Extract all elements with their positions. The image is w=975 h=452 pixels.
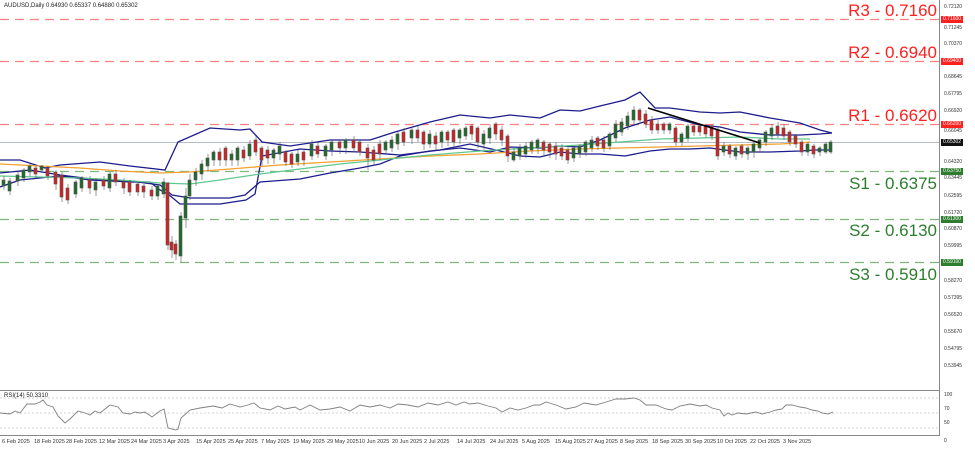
rsi-line	[0, 397, 834, 431]
rsi-title: RSI(14) 50.3310	[4, 393, 49, 399]
date-tick: 15 Apr 2025	[196, 439, 226, 445]
date-tick: 18 Feb 2025	[34, 439, 65, 445]
level-lines	[0, 18, 939, 264]
price-tick: 0.59995	[944, 243, 963, 249]
price-tick: 0.56520	[944, 312, 963, 318]
date-tick: 24 Jul 2025	[490, 439, 519, 445]
price-tick: 0.61720	[944, 210, 963, 216]
date-tick: 2 Jul 2025	[424, 439, 450, 445]
r1-label: R1 - 0.6620	[848, 106, 937, 125]
price-tick: 0.70370	[944, 41, 963, 47]
date-tick: 7 May 2025	[261, 439, 290, 445]
date-tick: 28 Feb 2025	[66, 439, 97, 445]
candles-sep-nov	[577, 106, 833, 160]
price-tick: 0.60870	[944, 226, 963, 232]
current-price-tag: 0.65302	[941, 139, 964, 146]
time-axis[interactable]	[0, 435, 940, 436]
s1-label: S1 - 0.6375	[849, 174, 937, 193]
date-tick: 8 Sep 2025	[620, 439, 649, 445]
price-tick: 0.53945	[944, 363, 963, 369]
date-tick: 20 Jun 2025	[392, 439, 423, 445]
r1-price-tag: 0.66200	[941, 121, 964, 128]
candlesticks	[1, 106, 833, 262]
date-tick: 6 Feb 2025	[2, 439, 30, 445]
date-tick: 5 Aug 2025	[522, 439, 550, 445]
price-pane[interactable]	[0, 0, 939, 391]
s3-price-tag: 0.59100	[941, 259, 964, 266]
s2-label: S2 - 0.6130	[849, 221, 937, 240]
date-tick: 15 Aug 2025	[555, 439, 586, 445]
date-tick: 30 Sep 2025	[685, 439, 717, 445]
price-tick: 0.67795	[944, 91, 963, 97]
s1-price-tag: 0.63750	[941, 168, 964, 175]
ma-orange	[0, 141, 811, 174]
date-tick: 19 May 2025	[293, 439, 325, 445]
price-tick: 0.63445	[944, 175, 963, 181]
downtrend-line	[647, 107, 761, 144]
candles-april-crash	[165, 136, 282, 262]
price-tick: 0.64320	[944, 159, 963, 165]
date-tick: 10 Jun 2025	[359, 439, 390, 445]
s3-label: S3 - 0.5910	[849, 265, 937, 284]
date-tick: 22 Oct 2025	[750, 439, 780, 445]
date-tick: 10 Oct 2025	[717, 439, 747, 445]
price-tick: 0.54795	[944, 346, 963, 352]
date-tick: 18 Sep 2025	[652, 439, 684, 445]
rsi-tick: 0	[944, 438, 947, 444]
date-tick: 3 Apr 2025	[163, 439, 190, 445]
price-tick: 0.57395	[944, 295, 963, 301]
price-tick: 0.72120	[944, 4, 963, 10]
r3-price-tag: 0.71600	[941, 16, 964, 23]
rsi-tick: 70	[944, 406, 950, 412]
r2-price-tag: 0.69400	[941, 58, 964, 65]
date-tick: 14 Jul 2025	[457, 439, 486, 445]
candles-may-aug	[283, 122, 576, 170]
date-tick: 12 Mar 2025	[99, 439, 130, 445]
date-tick: 25 Apr 2025	[228, 439, 258, 445]
r3-label: R3 - 0.7160	[848, 1, 937, 20]
date-tick: 24 Mar 2025	[131, 439, 162, 445]
bollinger-lower	[0, 143, 832, 205]
date-tick: 29 May 2025	[327, 439, 359, 445]
rsi-levels	[0, 397, 939, 429]
price-tick: 0.68645	[944, 74, 963, 80]
price-tick: 0.62595	[944, 193, 963, 199]
candles-feb-mar	[1, 164, 166, 204]
price-tick: 0.55670	[944, 329, 963, 335]
s2-price-tag: 0.61300	[941, 216, 964, 223]
date-tick: 3 Nov 2025	[783, 439, 812, 445]
price-axis[interactable]	[939, 0, 940, 436]
price-tick: 0.58270	[944, 278, 963, 284]
r2-label: R2 - 0.6940	[848, 43, 937, 62]
ma-green	[0, 136, 810, 185]
date-tick: 27 Aug 2025	[587, 439, 618, 445]
rsi-tick: 50	[944, 420, 950, 426]
price-tick: 0.66045	[944, 128, 963, 134]
price-tick: 0.71245	[944, 25, 963, 31]
bollinger-upper	[0, 91, 833, 171]
chart-title: AUDUSD,Daily 0.64930 0.65337 0.64880 0.6…	[4, 3, 138, 9]
rsi-tick: 100	[944, 392, 953, 398]
price-tick: 0.66920	[944, 108, 963, 114]
